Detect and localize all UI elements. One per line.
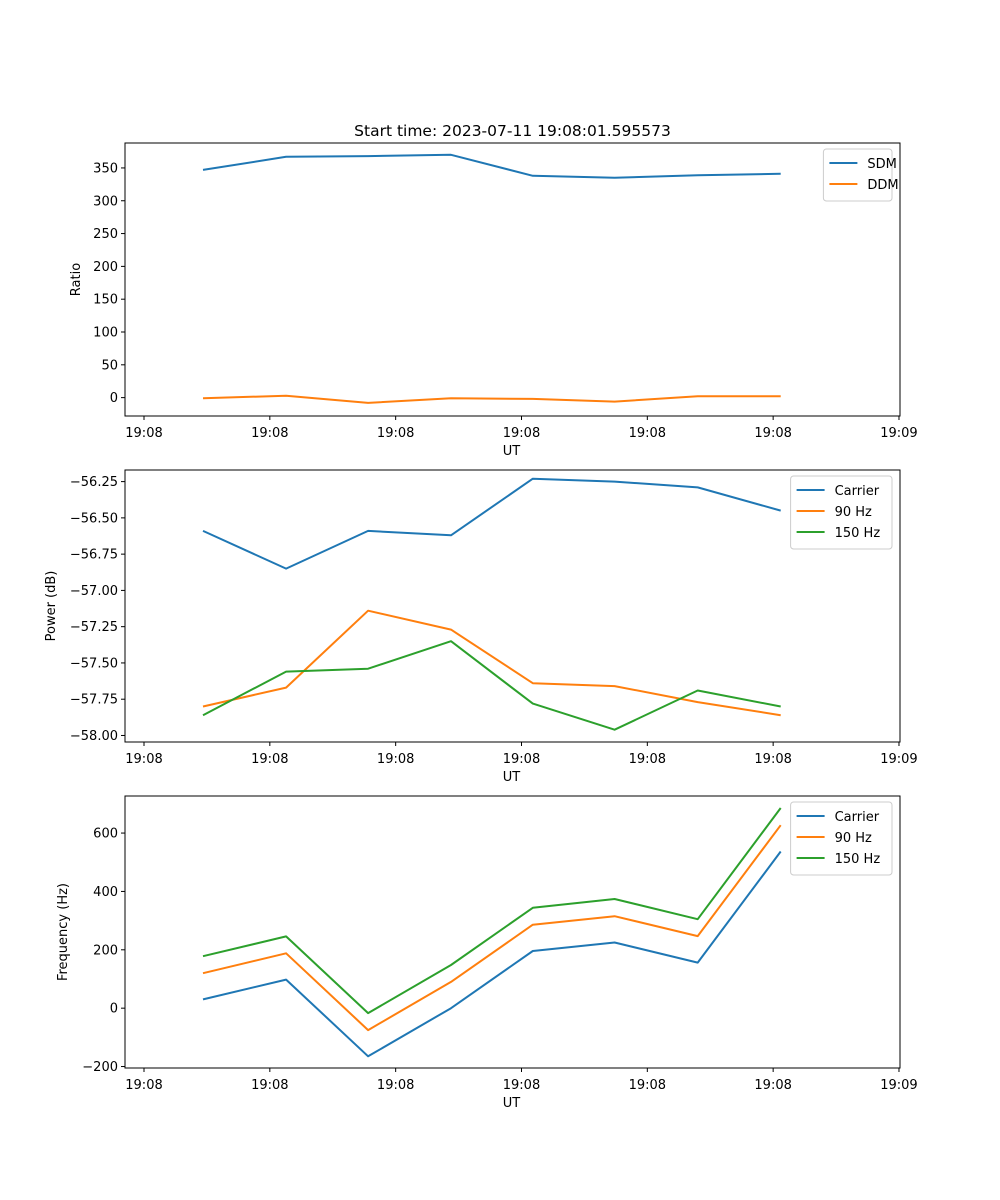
y-tick-label: 200	[93, 943, 118, 958]
x-tick-label: 19:08	[377, 426, 414, 441]
y-tick-label: −57.25	[70, 620, 118, 635]
x-tick-label: 19:08	[629, 1078, 666, 1093]
series-line-ddm	[202, 394, 781, 404]
x-tick-label: 19:08	[629, 426, 666, 441]
y-tick-label: 100	[93, 326, 118, 341]
y-tick-label: −56.50	[70, 511, 118, 526]
x-tick-label: 19:08	[503, 426, 540, 441]
ratio-subplot: 19:08 19:08 19:08 19:08 19:08 19:08 19:09 UT 0 50…	[69, 142, 918, 459]
y-tick-label: −57.00	[70, 584, 118, 599]
x-tick-label: 19:09	[880, 426, 917, 441]
x-tick-label: 19:09	[880, 752, 917, 767]
axes-frame	[124, 469, 901, 743]
x-axis-label: UT	[503, 770, 521, 785]
series-line-carrier	[202, 850, 782, 1058]
y-tick-label: 600	[93, 827, 118, 842]
x-tick-label: 19:08	[251, 752, 288, 767]
legend: Carrier 90 Hz 150 Hz	[790, 475, 893, 550]
y-tick-label: 200	[93, 260, 118, 275]
y-tick-label: 50	[101, 358, 118, 373]
x-tick-label: 19:08	[754, 1078, 791, 1093]
legend: SDM DDM	[822, 148, 899, 202]
x-tick-label: 19:08	[754, 752, 791, 767]
y-tick-label: 150	[93, 293, 118, 308]
x-tick-label: 19:08	[251, 1078, 288, 1093]
legend-entry: Carrier	[835, 810, 880, 825]
x-axis-label: UT	[503, 444, 521, 459]
legend-entry: SDM	[867, 157, 896, 172]
legend-box	[790, 475, 893, 550]
legend: Carrier 90 Hz 150 Hz	[790, 801, 893, 876]
x-tick-label: 19:08	[377, 752, 414, 767]
x-tick-label: 19:08	[629, 752, 666, 767]
y-tick-label: 0	[110, 391, 118, 406]
x-tick-label: 19:09	[880, 1078, 917, 1093]
x-tick-label: 19:08	[251, 426, 288, 441]
y-tick-label: 250	[93, 227, 118, 242]
frequency-subplot: 19:08 19:08 19:08 19:08 19:08 19:08 19:09 UT −20…	[56, 795, 918, 1111]
legend-box	[790, 801, 893, 876]
x-axis-label: UT	[503, 1096, 521, 1111]
x-tick-label: 19:08	[125, 752, 162, 767]
y-tick-label: −57.75	[70, 693, 118, 708]
series-line-150-hz	[202, 640, 781, 731]
series-line-90-hz	[202, 609, 781, 717]
legend-entry: DDM	[867, 178, 898, 193]
legend-entry: 90 Hz	[835, 505, 872, 520]
x-tick-label: 19:08	[503, 1078, 540, 1093]
legend-entry: Carrier	[835, 484, 880, 499]
series-line-150-hz	[202, 807, 782, 1015]
series-line-carrier	[202, 477, 781, 570]
y-tick-label: 400	[93, 885, 118, 900]
axes-frame	[124, 142, 901, 417]
x-tick-label: 19:08	[503, 752, 540, 767]
x-tick-label: 19:08	[377, 1078, 414, 1093]
legend-entry: 150 Hz	[835, 526, 881, 541]
x-tick-label: 19:08	[125, 426, 162, 441]
y-axis-label: Ratio	[69, 263, 84, 296]
x-tick-label: 19:08	[754, 426, 791, 441]
power-subplot: 19:08 19:08 19:08 19:08 19:08 19:08 19:09 UT −58…	[44, 469, 918, 785]
y-tick-label: −58.00	[70, 729, 118, 744]
y-tick-label: −200	[82, 1060, 118, 1075]
y-tick-label: 0	[110, 1002, 118, 1017]
legend-entry: 90 Hz	[835, 831, 872, 846]
y-tick-label: 350	[93, 161, 118, 176]
y-tick-label: −57.50	[70, 656, 118, 671]
chart-title: Start time: 2023-07-11 19:08:01.595573	[354, 122, 671, 140]
legend-entry: 150 Hz	[835, 852, 881, 867]
y-tick-label: 300	[93, 194, 118, 209]
y-tick-label: −56.75	[70, 548, 118, 563]
y-axis-label: Power (dB)	[44, 571, 59, 642]
series-line-sdm	[202, 153, 781, 179]
x-tick-label: 19:08	[125, 1078, 162, 1093]
series-line-90-hz	[202, 824, 782, 1032]
y-axis-label: Frequency (Hz)	[56, 883, 71, 981]
axes-frame	[124, 795, 901, 1069]
y-tick-label: −56.25	[70, 475, 118, 490]
